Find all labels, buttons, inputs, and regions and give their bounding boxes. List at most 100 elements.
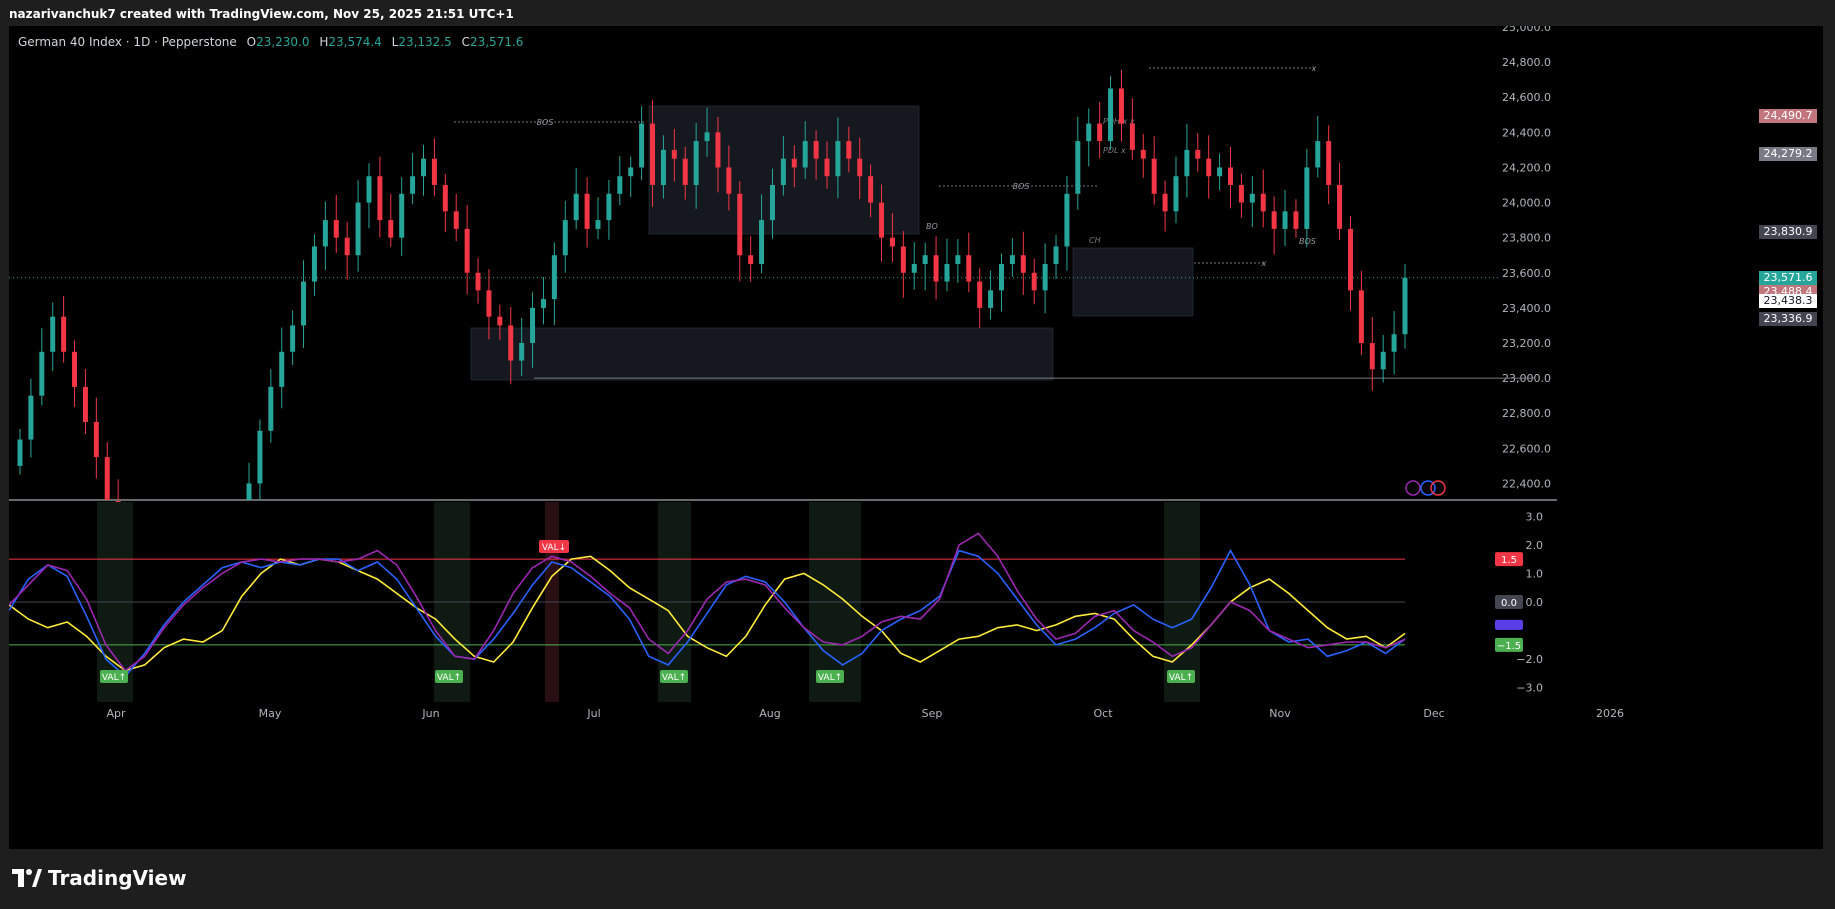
close-value: 23,571.6 <box>469 35 524 49</box>
val-up-label: VAL↑ <box>662 673 686 683</box>
band-tag-label: 1.5 <box>1501 555 1517 566</box>
candle-body <box>246 483 252 500</box>
candle-body <box>1337 185 1343 229</box>
oscillator-series-line <box>9 555 1406 672</box>
candle-body <box>748 255 754 264</box>
candle-body <box>802 141 808 168</box>
candle-body <box>1326 141 1332 185</box>
candle-body <box>551 255 557 300</box>
price-axis-label: 22,800.0 <box>1502 407 1551 420</box>
candle-body <box>82 386 88 422</box>
candle-body <box>650 123 656 185</box>
band-tag <box>1495 552 1523 567</box>
candle-body <box>50 316 56 352</box>
candle-body <box>737 193 743 256</box>
val-up-label: VAL↑ <box>1169 673 1193 683</box>
candle-body <box>933 255 939 282</box>
candle-body <box>39 351 45 396</box>
candle-body <box>1282 211 1288 229</box>
candle-body <box>388 220 394 238</box>
candle-body <box>1009 255 1015 264</box>
candle-body <box>911 264 917 273</box>
price-tag: 24,490.7 <box>1759 109 1817 124</box>
candle-body <box>1402 277 1408 335</box>
candle-body <box>726 167 732 194</box>
tradingview-logo[interactable]: TradingView <box>12 866 187 890</box>
candle-body <box>769 185 775 221</box>
symbol-legend[interactable]: German 40 Index · 1D · Pepperstone O23,2… <box>18 35 523 49</box>
candle-body <box>988 290 994 308</box>
candle-body <box>846 141 852 159</box>
indicator-badge-icon <box>1420 480 1436 496</box>
structure-label: PDL x <box>1103 146 1126 155</box>
candle-body <box>1304 167 1310 229</box>
candle-body <box>1129 123 1135 150</box>
price-axis-label: 24,000.0 <box>1502 197 1551 210</box>
price-axis-label: 23,200.0 <box>1502 337 1551 350</box>
candle-body <box>421 158 427 177</box>
val-up-badge <box>660 670 688 683</box>
time-axis-label: Dec <box>1423 707 1444 720</box>
order-block-zone <box>470 327 1054 381</box>
candle-body <box>1217 167 1223 177</box>
indicator-badge-icon <box>1430 480 1446 496</box>
candle-body <box>290 325 296 352</box>
candle-body <box>1053 246 1059 264</box>
candle-body <box>464 228 470 273</box>
structure-label: CH <box>1089 236 1101 245</box>
chart-canvas[interactable]: 25,000.0 24,800.0 24,600.0 24,400.0 24,200.0… <box>9 26 1823 849</box>
structure-label: BOS <box>1299 237 1316 246</box>
val-up-badge <box>435 670 463 683</box>
candle-body <box>311 246 317 282</box>
candle-body <box>93 422 99 458</box>
candle-body <box>1206 158 1212 177</box>
candle-body <box>28 395 34 440</box>
tradingview-logo-icon <box>12 869 42 887</box>
candle-body <box>1075 141 1081 194</box>
time-axis-label: Jul <box>586 707 600 720</box>
chart-frame[interactable]: 25,000.0 24,800.0 24,600.0 24,400.0 24,200.0… <box>9 26 1823 849</box>
symbol-title[interactable]: German 40 Index · 1D · Pepperstone <box>18 35 237 49</box>
high-label: H <box>319 35 329 49</box>
chart-credit: nazarivanchuk7 created with TradingView.… <box>9 7 514 21</box>
candle-body <box>1173 176 1179 212</box>
candle-body <box>1380 351 1386 370</box>
band-tag-label: 0.0 <box>1501 598 1517 609</box>
candle-body <box>966 255 972 282</box>
val-up-badge <box>1167 670 1195 683</box>
oscillator-series-line <box>9 532 1406 672</box>
price-tag: 23,830.9 <box>1759 225 1817 240</box>
val-up-badge <box>816 670 844 683</box>
price-axis-label: 24,800.0 <box>1502 56 1551 69</box>
candle-body <box>279 351 285 387</box>
band-tag <box>1495 595 1523 609</box>
candle-body <box>857 158 863 177</box>
candle-body <box>431 158 437 185</box>
candle-body <box>1064 193 1070 247</box>
price-axis-label: 23,400.0 <box>1502 302 1551 315</box>
candle-body <box>1195 149 1201 159</box>
candle-body <box>595 220 601 229</box>
brand-text: TradingView <box>48 866 187 890</box>
candle-body <box>104 457 110 500</box>
candle-body <box>508 325 514 361</box>
candle-body <box>268 386 274 431</box>
candle-body <box>682 158 688 185</box>
candle-body <box>1108 88 1114 142</box>
candle-body <box>1228 167 1234 185</box>
candle-body <box>1184 149 1190 177</box>
candle-body <box>1271 211 1277 229</box>
candle-body <box>573 193 579 221</box>
candle-body <box>562 220 568 256</box>
candle-body <box>879 202 885 238</box>
candle-body <box>61 316 67 352</box>
candle-body <box>333 220 339 238</box>
candle-body <box>715 132 721 168</box>
price-tag: 23,336.9 <box>1759 311 1817 326</box>
open-label: O <box>246 35 257 49</box>
candle-body <box>835 141 841 177</box>
band-tag-label: −1.5 <box>1497 641 1521 652</box>
band-tag <box>1495 619 1523 630</box>
candle-body <box>955 255 961 264</box>
candle-body <box>1391 334 1397 352</box>
